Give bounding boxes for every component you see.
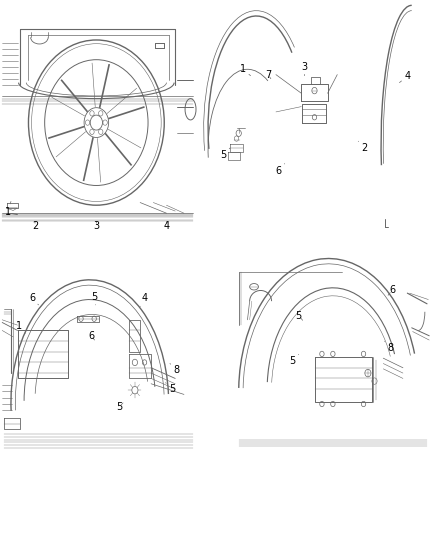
Text: 8: 8 (385, 341, 394, 352)
Text: 5: 5 (91, 292, 97, 305)
Text: 2: 2 (32, 221, 38, 231)
Text: 1: 1 (16, 321, 25, 333)
Text: 5: 5 (290, 354, 299, 366)
Text: 6: 6 (276, 164, 285, 175)
Text: 5: 5 (220, 148, 230, 159)
Text: 4: 4 (163, 221, 170, 231)
Text: 2: 2 (358, 141, 367, 152)
Text: 5: 5 (116, 402, 123, 412)
Text: 1: 1 (240, 64, 251, 76)
Text: 6: 6 (29, 294, 39, 305)
Text: 7: 7 (265, 70, 271, 79)
Text: 5: 5 (296, 311, 303, 320)
Text: 4: 4 (399, 71, 410, 83)
Text: 6: 6 (388, 286, 395, 295)
Text: 1: 1 (5, 201, 11, 216)
Text: 8: 8 (170, 364, 180, 375)
Text: 4: 4 (140, 294, 148, 306)
Text: 3: 3 (93, 221, 99, 231)
Text: 3: 3 (301, 62, 307, 76)
Text: 6: 6 (88, 331, 95, 341)
Text: 5: 5 (166, 383, 175, 394)
